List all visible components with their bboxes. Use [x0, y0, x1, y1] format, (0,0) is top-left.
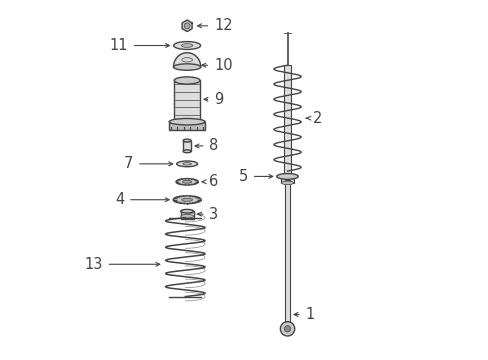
Text: 10: 10 [214, 58, 232, 73]
Ellipse shape [182, 198, 192, 201]
Ellipse shape [174, 77, 200, 84]
Text: 8: 8 [209, 139, 218, 153]
Ellipse shape [173, 41, 200, 49]
Text: 11: 11 [109, 38, 128, 53]
Ellipse shape [173, 196, 201, 204]
Text: 1: 1 [305, 307, 314, 322]
Ellipse shape [276, 174, 298, 179]
Text: 7: 7 [123, 156, 133, 171]
Bar [180, 211, 193, 219]
Text: 5: 5 [238, 169, 247, 184]
Text: 6: 6 [209, 174, 218, 189]
Text: 4: 4 [115, 192, 124, 207]
Ellipse shape [169, 118, 204, 125]
Bar [174, 81, 200, 122]
Circle shape [280, 321, 294, 336]
Polygon shape [173, 53, 201, 67]
Ellipse shape [180, 215, 193, 218]
Circle shape [184, 23, 190, 29]
Text: 9: 9 [214, 92, 223, 107]
Ellipse shape [181, 44, 192, 47]
Ellipse shape [173, 64, 201, 70]
Ellipse shape [176, 161, 197, 167]
Ellipse shape [182, 180, 191, 183]
Bar [169, 122, 204, 130]
Text: 12: 12 [214, 18, 232, 33]
Bar [281, 175, 293, 183]
Text: 2: 2 [312, 111, 322, 126]
Bar [284, 65, 290, 175]
Bar [285, 180, 289, 327]
Ellipse shape [180, 210, 193, 213]
Ellipse shape [183, 163, 191, 165]
Polygon shape [182, 20, 192, 32]
Ellipse shape [281, 181, 293, 185]
Text: 13: 13 [84, 257, 102, 272]
Ellipse shape [176, 179, 198, 185]
Ellipse shape [183, 139, 191, 142]
Ellipse shape [183, 150, 191, 153]
Bar [183, 140, 191, 151]
Text: 3: 3 [209, 207, 218, 221]
Circle shape [284, 325, 290, 332]
